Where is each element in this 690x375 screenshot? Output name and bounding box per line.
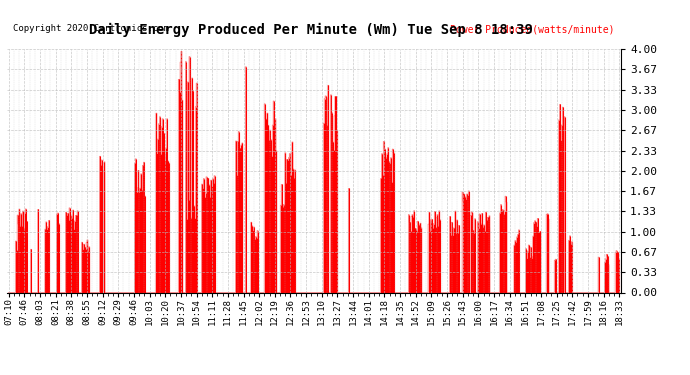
- Text: Daily Energy Produced Per Minute (Wm) Tue Sep 8 18:39: Daily Energy Produced Per Minute (Wm) Tu…: [88, 22, 533, 37]
- Text: Power Produced(watts/minute): Power Produced(watts/minute): [451, 24, 615, 34]
- Text: Copyright 2020 Cartronics.com: Copyright 2020 Cartronics.com: [13, 24, 169, 33]
